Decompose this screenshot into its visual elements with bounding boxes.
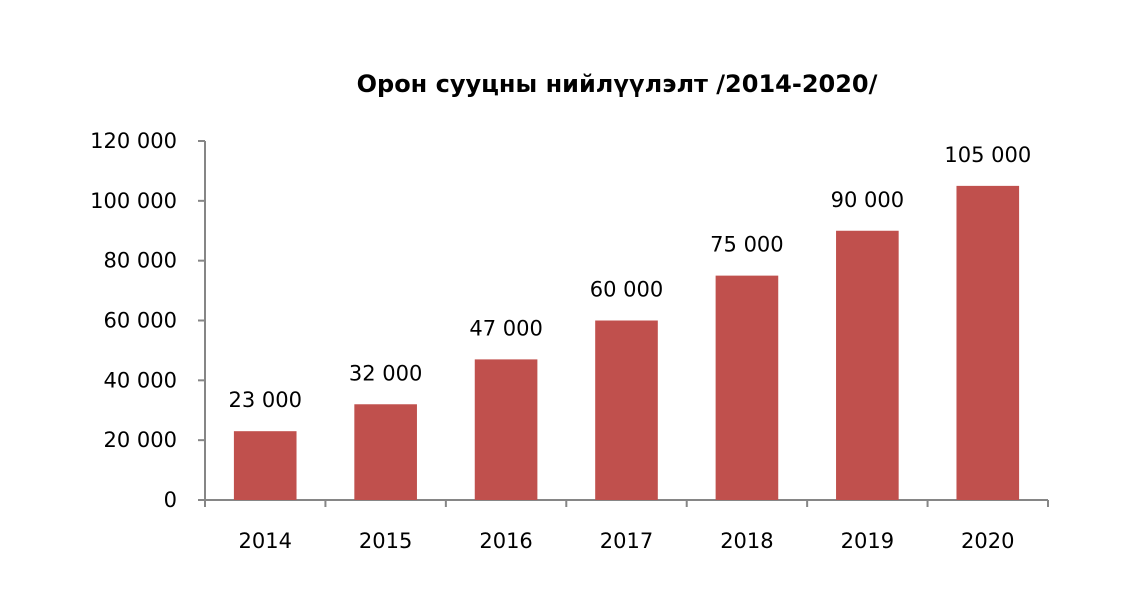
bar	[233, 431, 297, 500]
y-tick-label: 120 000	[90, 129, 177, 153]
chart-title: Орон сууцны нийлүүлэлт /2014-2020/	[357, 70, 878, 98]
bars	[233, 185, 1020, 500]
x-tick-label: 2014	[238, 529, 291, 553]
data-label: 47 000	[469, 316, 542, 340]
y-axis: 0 20 000 40 000 60 000 80 000 100 000 120 000	[90, 129, 206, 512]
x-axis: 2014 2015 2016 2017 2018 2019 2020	[204, 499, 1049, 553]
y-tick-label: 40 000	[104, 368, 177, 392]
data-labels: 23 000 32 000 47 000 60 000 75 000 90 000 105 …	[228, 143, 1031, 412]
data-label: 32 000	[349, 361, 422, 385]
y-tick-label: 20 000	[104, 428, 177, 452]
x-tick-label: 2019	[841, 529, 894, 553]
y-tick-label: 60 000	[104, 309, 177, 333]
bar	[836, 230, 899, 500]
data-label: 105 000	[944, 143, 1031, 167]
bar	[474, 359, 538, 500]
x-tick-label: 2015	[359, 529, 412, 553]
data-label: 90 000	[831, 188, 904, 212]
x-tick-label: 2020	[961, 529, 1014, 553]
y-tick-label: 80 000	[104, 249, 177, 273]
bar	[715, 275, 779, 500]
bar	[354, 404, 417, 500]
data-label: 23 000	[228, 388, 301, 412]
data-label: 75 000	[710, 233, 783, 257]
x-tick-label: 2016	[479, 529, 532, 553]
bar	[956, 185, 1020, 500]
data-label: 60 000	[590, 278, 663, 302]
y-tick-label: 100 000	[90, 189, 177, 213]
x-tick-label: 2018	[720, 529, 773, 553]
bar	[595, 320, 658, 500]
x-tick-label: 2017	[600, 529, 653, 553]
y-tick-label: 0	[164, 488, 177, 512]
